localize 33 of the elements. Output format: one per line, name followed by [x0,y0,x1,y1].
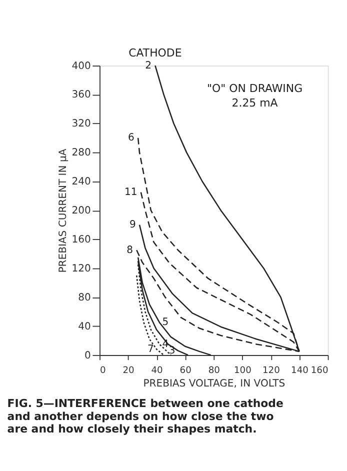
series-label: 8 [126,244,133,256]
series-label: 9 [129,220,136,231]
caption: FIG. 5—INTERFERENCE between one cathode and another depends on how close the two are and how closely their shapes match. [7,397,284,436]
x-tick-label: 40 [151,366,164,376]
y-tick-label: 80 [78,292,91,304]
y-tick-label: 280 [72,148,91,159]
series-label: 6 [128,132,134,144]
series-label: 11 [124,186,138,198]
series-label: 5 [162,317,169,328]
y-tick-label: 360 [72,90,91,101]
x-tick-label: 160 [310,366,328,376]
x-tick-label: 140 [291,366,309,376]
legend-title: CATHODE [128,46,182,60]
x-tick-label: 60 [180,366,192,376]
x-tick-label: 100 [234,366,252,376]
x-axis-title: PREBIAS VOLTAGE, IN VOLTS [143,378,286,390]
y-tick-label: 240 [72,176,91,188]
y-tick-label: 0 [84,350,91,362]
annotation: "O" ON DRAWING [206,82,303,96]
x-tick-label: 120 [262,366,280,376]
y-tick-label: 160 [72,234,91,246]
x-tick-label: 80 [208,366,220,376]
y-tick-label: 40 [78,321,91,332]
series-label: 7 [147,344,154,356]
y-tick-label: 400 [72,60,91,72]
y-tick-label: 320 [72,118,91,130]
y-axis-title: PREBIAS CURRENT IN μA [58,148,70,273]
x-tick-label: 20 [122,366,135,376]
annotation: 2.25 mA [232,96,278,110]
y-tick-label: 200 [72,206,91,217]
y-tick-label: 120 [72,263,91,274]
x-tick-label: 0 [100,366,106,376]
series-label: 2 [145,60,152,72]
